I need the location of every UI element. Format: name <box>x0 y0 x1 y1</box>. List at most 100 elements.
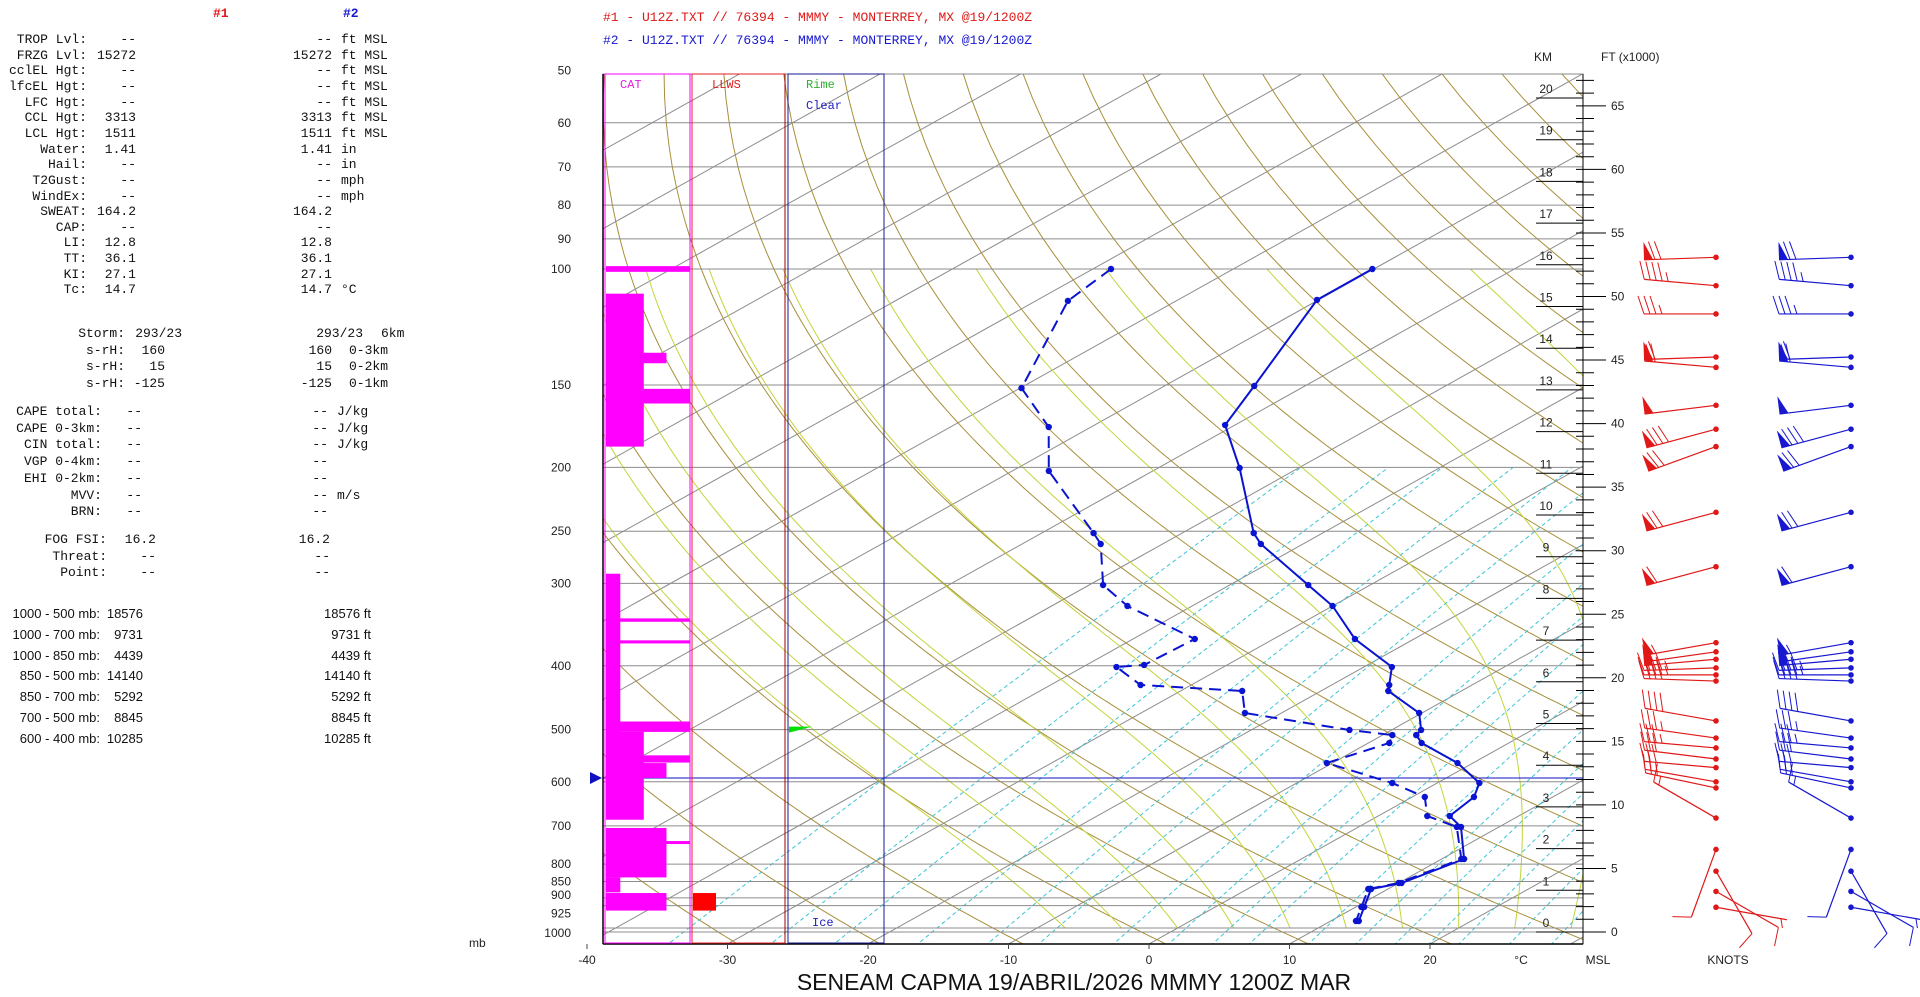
ft-tick-label: 65 <box>1611 99 1625 113</box>
wind-barb <box>1639 723 1719 751</box>
column-label-llws: LLWS <box>712 78 741 92</box>
value-sounding-2: -- <box>316 157 332 173</box>
pressure-tick-label: 200 <box>551 460 571 474</box>
index-label: CIN total: <box>23 437 102 453</box>
km-tick-label: 1 <box>1543 874 1550 888</box>
isotherm-line <box>603 151 1583 701</box>
value-sounding-1: -- <box>126 504 142 520</box>
ft-tick-label: 45 <box>1611 353 1625 367</box>
column-header-sounding-2: #2 <box>343 6 359 21</box>
dewpoint-point <box>1045 423 1052 431</box>
value-sounding-2: 5292 ft <box>331 689 371 705</box>
dewpoint-point <box>1045 467 1053 475</box>
dewpoint-point <box>1191 635 1198 643</box>
temperature-point <box>1417 726 1425 734</box>
value-sounding-1: 3313 <box>104 110 136 126</box>
mixing-ratio-line <box>1458 819 1583 944</box>
isotherm-line <box>603 74 1303 465</box>
isotherm-line <box>0 7 579 956</box>
column-header-sounding-1: #1 <box>213 6 229 21</box>
wind-barb <box>1639 260 1719 289</box>
wind-barb <box>1636 651 1719 672</box>
icing-column <box>787 73 885 944</box>
wind-barb <box>1778 241 1854 261</box>
value-sounding-1: 293/23 <box>135 326 182 341</box>
pressure-tick-label: 250 <box>551 524 571 538</box>
mixing-ratio-line <box>1577 467 1920 955</box>
value-sounding-2: 16.2 <box>298 532 330 547</box>
isotherm-line <box>603 74 1583 622</box>
value-sounding-2: 293/23 <box>316 326 363 341</box>
wind-barb <box>1773 660 1854 684</box>
wind-barb <box>1776 689 1854 724</box>
wind-barb <box>1775 731 1854 762</box>
dry-adiabat-line <box>603 392 1310 944</box>
index-label: s-rH: <box>85 342 125 358</box>
wind-barb <box>1777 754 1854 791</box>
index-label: VGP 0-4km: <box>23 454 102 470</box>
value-sounding-2: 164.2 <box>292 204 332 220</box>
wind-barb <box>1777 644 1854 663</box>
value-unit: in <box>341 141 357 157</box>
value-sounding-2: -- <box>316 172 332 188</box>
value-unit: mph <box>341 188 365 204</box>
value-sounding-2: -- <box>312 504 328 520</box>
km-tick-label: 9 <box>1543 541 1550 555</box>
value-unit: 6km <box>381 326 405 341</box>
dry-adiabat-line <box>603 531 1168 944</box>
km-tick-label: 20 <box>1539 82 1553 96</box>
mixing-ratio-line <box>833 467 1443 944</box>
column-label-clear: Clear <box>806 99 842 113</box>
km-tick-label: 17 <box>1539 207 1553 221</box>
value-sounding-2: -- <box>316 63 332 79</box>
mixing-ratio-line <box>1248 643 1583 944</box>
km-tick-label: 19 <box>1539 124 1553 138</box>
index-label: TROP Lvl: <box>16 32 87 47</box>
index-label: FOG FSI: <box>44 532 107 547</box>
value-unit: 0-1km <box>349 375 389 391</box>
wind-barb <box>1776 425 1854 449</box>
ft-tick-label: 15 <box>1611 734 1625 748</box>
dewpoint-point <box>1365 885 1372 893</box>
temperature-point <box>1351 635 1359 643</box>
cat-turbulence-bar <box>606 777 644 820</box>
value-sounding-2: 14140 ft <box>324 668 371 684</box>
value-sounding-2: 10285 ft <box>324 730 371 746</box>
dry-adiabat-line <box>603 647 1025 944</box>
dry-adiabat-line <box>1142 74 1583 499</box>
value-sounding-2: 15 <box>316 359 332 375</box>
value-sounding-1: 10285 <box>106 730 143 746</box>
dewpoint-point <box>1389 779 1396 787</box>
dewpoint-point <box>1323 759 1331 767</box>
ft-tick-label: 10 <box>1611 798 1625 812</box>
value-sounding-2: 14.7 <box>300 282 332 298</box>
temperature-point <box>1329 602 1336 610</box>
dry-adiabat-line <box>1731 7 1920 956</box>
cat-turbulence-bar <box>606 827 667 878</box>
temperature-tick-label: -10 <box>1000 953 1018 967</box>
wind-barb <box>1777 396 1854 415</box>
ft-tick-label: 50 <box>1611 290 1625 304</box>
mixing-ratio-line <box>667 466 1302 944</box>
index-label: Point: <box>60 565 107 581</box>
isotherm-line <box>726 465 1583 944</box>
temperature-point <box>1313 296 1321 304</box>
value-sounding-1: -- <box>126 487 142 503</box>
index-label: SWEAT: <box>40 204 87 220</box>
value-sounding-1: -- <box>120 78 136 94</box>
column-label-rime: Rime <box>806 78 835 92</box>
mixing-ratio-line <box>1550 910 1583 944</box>
index-label: LI: <box>63 235 87 251</box>
km-tick-label: 8 <box>1543 582 1550 596</box>
value-unit: 0-3km <box>349 342 389 358</box>
value-sounding-1: 16.2 <box>124 532 156 547</box>
km-tick-label: 6 <box>1543 666 1550 680</box>
temperature-point <box>1257 540 1265 548</box>
isotherm-line <box>867 544 1583 944</box>
mixing-ratio-line <box>1211 615 1583 944</box>
value-sounding-2: 1511 <box>300 125 332 141</box>
value-unit: ft MSL <box>341 47 388 63</box>
value-sounding-2: -- <box>316 78 332 94</box>
temperature-point <box>1221 421 1229 429</box>
index-label: cclEL Hgt: <box>8 63 87 79</box>
